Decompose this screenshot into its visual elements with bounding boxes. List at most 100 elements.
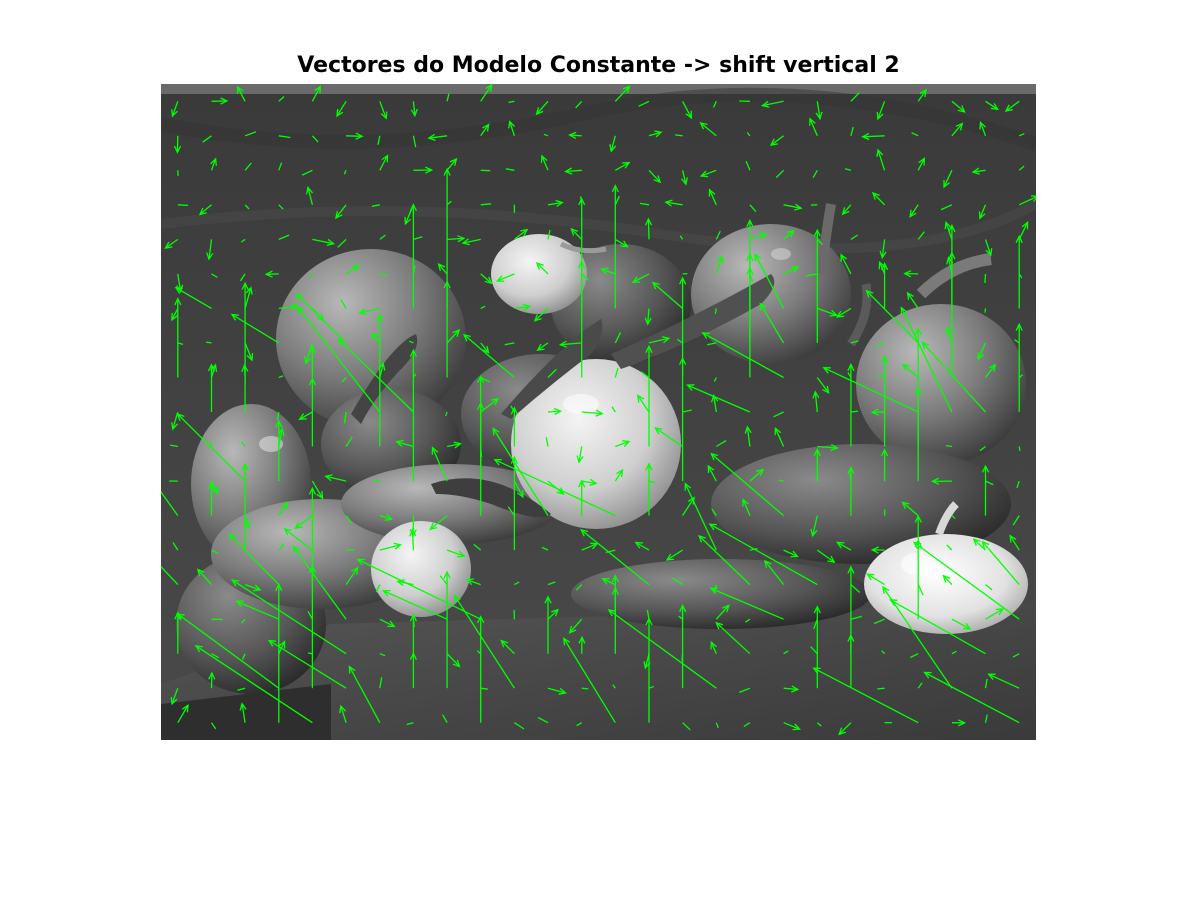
motion-vector [383, 590, 448, 620]
motion-vector [984, 714, 988, 723]
motion-vector-arrowhead [576, 455, 584, 464]
motion-vector [836, 541, 852, 551]
motion-vector-arrowhead [611, 586, 619, 595]
motion-vector [866, 290, 919, 344]
motion-vector-arrowhead [298, 413, 307, 421]
motion-vector [783, 722, 800, 730]
motion-vector [547, 410, 561, 413]
motion-vector [338, 338, 414, 413]
motion-vector [783, 204, 802, 209]
motion-vector-arrowhead [580, 528, 589, 537]
motion-vector [307, 652, 313, 655]
motion-vector [823, 367, 919, 413]
motion-vector [877, 342, 885, 347]
motion-vector [514, 305, 530, 310]
motion-vector [917, 682, 923, 689]
motion-vector-arrowhead [829, 309, 839, 317]
motion-vector-arrowhead [563, 637, 571, 646]
motion-vector-arrowhead [664, 199, 673, 207]
motion-vector [547, 229, 551, 240]
motion-vector [231, 579, 347, 655]
motion-vector-arrowhead [358, 308, 367, 316]
motion-vector [236, 600, 280, 620]
motion-vector-arrowhead [699, 121, 708, 130]
motion-vector-arrowhead [236, 85, 244, 94]
motion-vector-arrowhead [164, 241, 173, 249]
motion-vector [698, 535, 751, 586]
motion-vector-arrowhead [985, 248, 993, 257]
motion-vector-arrowhead [492, 427, 500, 436]
motion-vector [877, 149, 886, 171]
motion-vector-arrowhead [701, 332, 710, 339]
motion-vector-arrowhead [452, 329, 461, 337]
motion-vector-arrowhead [239, 702, 247, 711]
motion-vector-arrowhead [381, 154, 389, 163]
motion-vector [231, 313, 280, 344]
motion-vector [648, 131, 662, 137]
motion-vector-arrowhead [206, 252, 214, 261]
motion-vector [610, 135, 616, 152]
motion-vector [746, 426, 751, 447]
motion-vector [446, 158, 457, 171]
motion-vector [715, 256, 723, 275]
motion-vector-arrowhead [636, 394, 645, 403]
motion-vector-arrowhead [948, 224, 956, 233]
motion-vector-arrowhead [316, 491, 324, 500]
motion-vector [514, 229, 528, 240]
motion-vector-arrowhead [410, 108, 418, 118]
motion-vector [842, 204, 852, 215]
motion-vector-arrowhead [810, 528, 818, 538]
motion-vector [816, 377, 830, 394]
motion-vector-arrowhead [882, 585, 890, 595]
motion-vector-arrowhead [870, 546, 879, 554]
motion-vector-arrowhead [880, 448, 889, 457]
image-canvas [161, 84, 1036, 740]
motion-vector [195, 645, 313, 724]
motion-vector [547, 581, 556, 586]
motion-vector [343, 170, 347, 175]
motion-vector [715, 230, 721, 240]
motion-vector-arrowhead [308, 565, 317, 574]
motion-vector-arrowhead [822, 367, 831, 374]
motion-vector [700, 122, 717, 137]
motion-vector [547, 368, 557, 378]
motion-vector-arrowhead [948, 251, 956, 260]
motion-vector [171, 101, 179, 117]
motion-vector [311, 135, 319, 143]
motion-vector [917, 89, 927, 102]
motion-vector-arrowhead [558, 340, 568, 348]
motion-vector-arrowhead [794, 203, 803, 211]
motion-vector-arrowhead [871, 191, 880, 200]
motion-vector-arrowhead [510, 406, 518, 415]
motion-vector-arrowhead [409, 203, 417, 212]
motion-vector [715, 604, 730, 620]
motion-vector [979, 445, 986, 452]
motion-vector-arrowhead [409, 613, 417, 622]
motion-vector [244, 162, 252, 171]
motion-vector-arrowhead [533, 313, 542, 322]
motion-vector [170, 444, 178, 448]
motion-vector [709, 189, 717, 206]
motion-vector [1014, 339, 1020, 344]
motion-vector-arrowhead [453, 441, 462, 449]
motion-vector-arrowhead [756, 468, 765, 477]
motion-vector-arrowhead [622, 161, 631, 169]
motion-vector [840, 254, 852, 275]
motion-vector [581, 273, 590, 281]
motion-vector-arrowhead [171, 312, 178, 322]
motion-vector [278, 204, 284, 210]
motion-vector-arrowhead [645, 344, 653, 353]
motion-vector [541, 155, 549, 171]
motion-vector [749, 469, 764, 482]
motion-vector-arrowhead [866, 573, 875, 581]
motion-vector [177, 204, 189, 207]
motion-vector [614, 195, 620, 206]
motion-vector [614, 332, 622, 344]
motion-vector [979, 122, 987, 137]
motion-vector [340, 705, 347, 723]
motion-vector [984, 273, 987, 284]
motion-vector-arrowhead [631, 276, 641, 283]
motion-vector [946, 327, 953, 344]
motion-vector [917, 158, 925, 171]
motion-vector [514, 581, 520, 586]
